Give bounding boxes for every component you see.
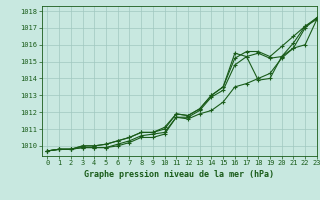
X-axis label: Graphe pression niveau de la mer (hPa): Graphe pression niveau de la mer (hPa) (84, 170, 274, 179)
